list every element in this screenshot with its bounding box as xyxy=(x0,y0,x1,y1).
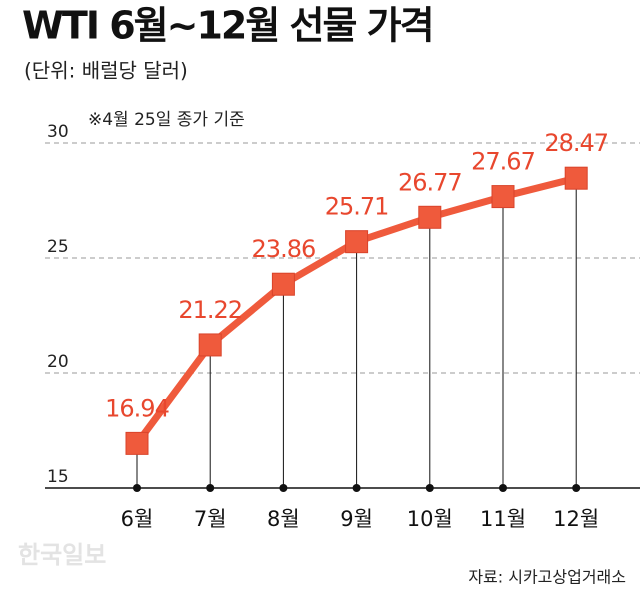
drop-dot xyxy=(206,484,215,492)
drop-dot xyxy=(279,484,288,492)
chart-title: WTI 6월~12월 선물 가격 xyxy=(22,4,433,48)
drop-dot xyxy=(133,484,141,492)
x-tick-label: 12월 xyxy=(553,507,599,531)
y-tick-label: 30 xyxy=(47,122,69,142)
marker xyxy=(564,166,588,190)
value-label: 26.77 xyxy=(398,168,462,196)
drop-dot xyxy=(352,484,361,492)
marker xyxy=(198,333,222,357)
chart-note: ※4월 25일 종가 기준 xyxy=(88,110,245,130)
x-tick-label: 10월 xyxy=(407,507,453,531)
marker xyxy=(125,431,149,455)
value-label: 27.67 xyxy=(471,148,535,176)
value-label: 23.86 xyxy=(252,235,316,263)
x-tick-label: 8월 xyxy=(267,507,300,531)
x-tick-label: 6월 xyxy=(121,507,154,531)
y-tick-label: 25 xyxy=(47,237,69,257)
y-tick-label: 20 xyxy=(47,352,69,372)
drop-dot xyxy=(425,484,434,492)
drop-dot xyxy=(572,484,581,492)
watermark: 한국일보 xyxy=(18,541,106,569)
marker xyxy=(418,205,442,229)
value-label: 25.71 xyxy=(325,193,389,221)
marker xyxy=(345,230,369,254)
source: 자료: 시카고상업거래소 xyxy=(468,568,626,587)
x-tick-label: 9월 xyxy=(340,507,373,531)
value-label: 16.94 xyxy=(105,394,169,422)
marker xyxy=(491,185,515,209)
x-tick-label: 11월 xyxy=(480,507,526,531)
value-label: 28.47 xyxy=(544,129,608,157)
chart-subtitle: (단위: 배럴당 달러) xyxy=(24,59,188,83)
value-label: 21.22 xyxy=(178,296,242,324)
marker xyxy=(271,272,295,296)
y-tick-label: 15 xyxy=(47,467,69,487)
x-tick-label: 7월 xyxy=(194,507,227,531)
drop-dot xyxy=(499,484,507,492)
